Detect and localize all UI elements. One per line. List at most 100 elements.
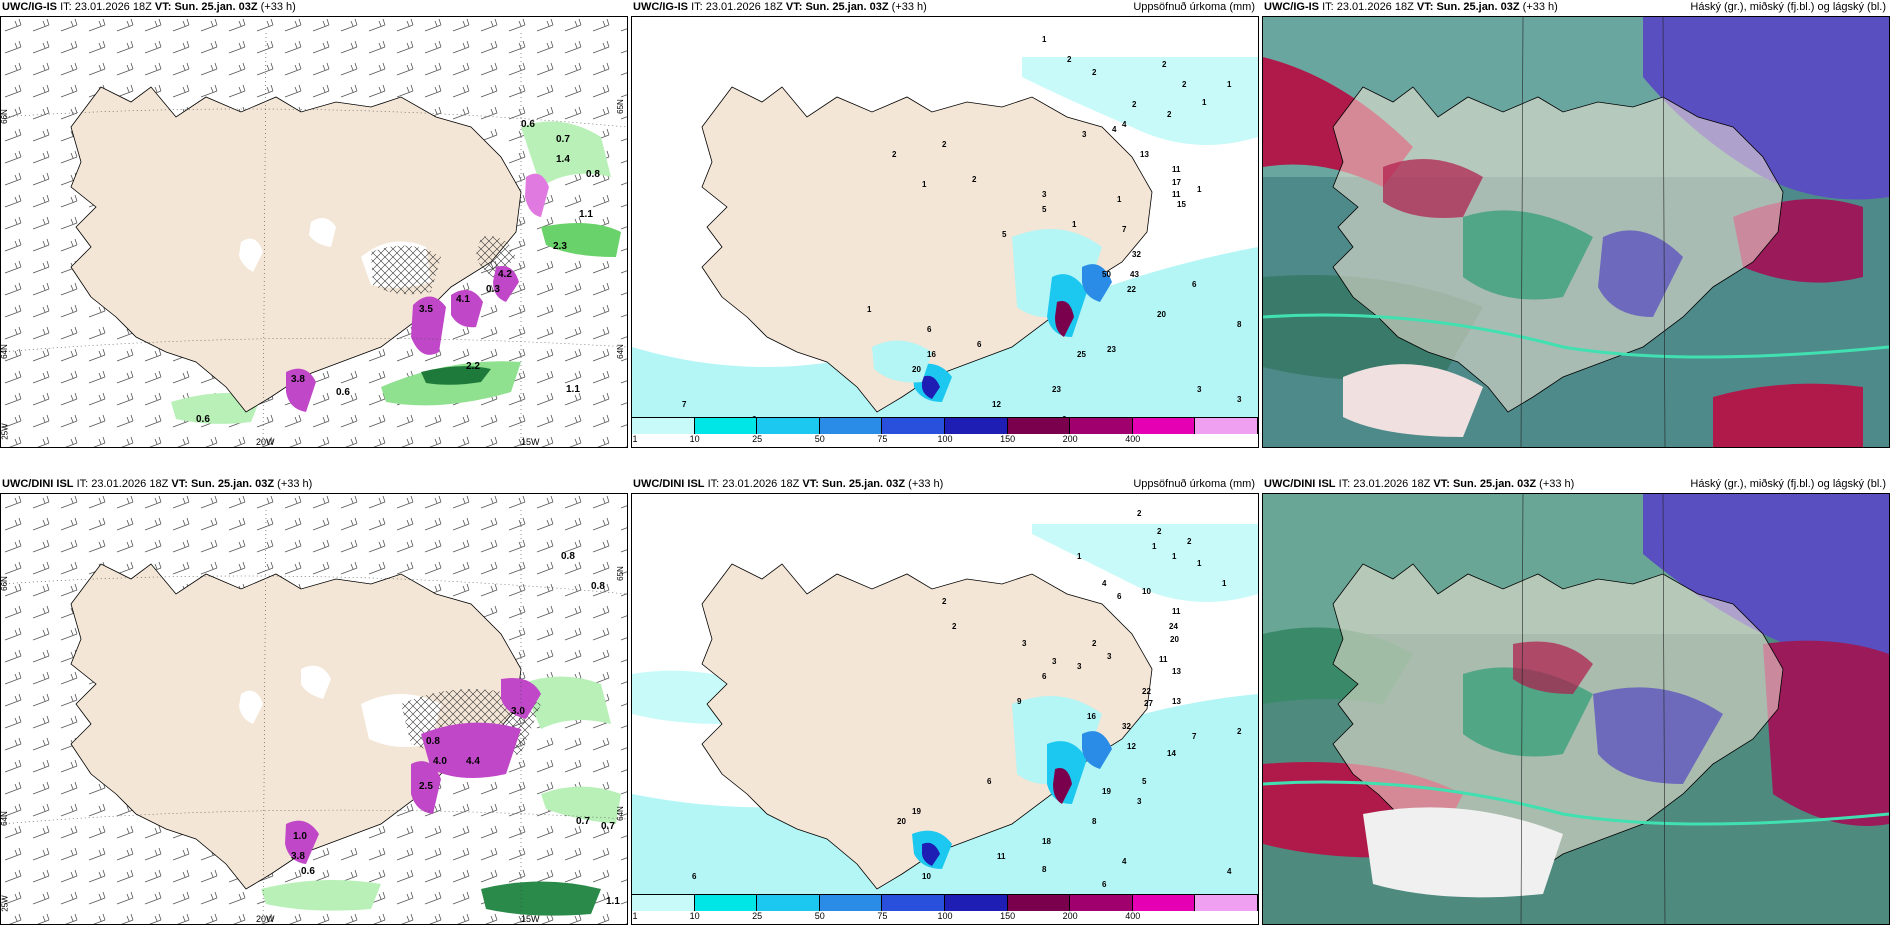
svg-text:17: 17 — [1172, 178, 1181, 187]
svg-text:16: 16 — [1087, 712, 1096, 721]
svg-text:20: 20 — [1157, 310, 1166, 319]
svg-text:11: 11 — [1172, 607, 1181, 616]
panel-accum-precip-dini: UWC/DINI ISL IT: 23.01.2026 18Z VT: Sun.… — [631, 477, 1259, 925]
panel-clouds-dini: UWC/DINI ISL IT: 23.01.2026 18Z VT: Sun.… — [1262, 477, 1890, 925]
colorbar-swatch — [882, 895, 945, 911]
colorbar-swatch — [757, 418, 820, 434]
svg-text:7: 7 — [682, 400, 687, 409]
svg-text:13: 13 — [1140, 150, 1149, 159]
svg-text:1.1: 1.1 — [566, 384, 580, 395]
precip-map: 2 2 2 1 1 1 1 1 4 6 10 11 24 20 13 11 2 … — [632, 494, 1258, 924]
svg-text:7: 7 — [1192, 732, 1197, 741]
lat-label: 64N — [0, 811, 9, 826]
svg-text:23: 23 — [1052, 385, 1061, 394]
lat-label: 65N — [615, 99, 625, 114]
svg-text:1: 1 — [1117, 195, 1122, 204]
svg-text:1.4: 1.4 — [556, 154, 570, 165]
panel-right-title: Háský (gr.), miðský (fj.bl.) og lágský (… — [1690, 478, 1886, 490]
svg-text:1: 1 — [1197, 185, 1202, 194]
svg-text:27: 27 — [1144, 699, 1153, 708]
wind-map: 0.6 0.7 0.8 1.1 1.4 2.3 2.2 1.1 0.6 0.6 … — [1, 17, 627, 447]
svg-text:25: 25 — [1077, 350, 1086, 359]
svg-text:43: 43 — [1130, 270, 1139, 279]
svg-text:2: 2 — [1132, 100, 1137, 109]
svg-text:3: 3 — [1052, 657, 1057, 666]
colorbar-swatch — [632, 895, 695, 911]
precip-colorbar: 1 10 25 50 75 100 150 200 400 — [632, 894, 1258, 924]
svg-text:4: 4 — [1227, 867, 1232, 876]
svg-text:2: 2 — [1092, 639, 1097, 648]
svg-text:15: 15 — [1177, 200, 1186, 209]
svg-text:2: 2 — [1157, 527, 1162, 536]
colorbar-tick-label: 400 — [1125, 434, 1141, 444]
svg-text:16: 16 — [927, 350, 936, 359]
panel-title: UWC/IG-IS IT: 23.01.2026 18Z VT: Sun. 25… — [2, 1, 296, 13]
svg-text:1: 1 — [867, 305, 872, 314]
panel-title: UWC/DINI ISL IT: 23.01.2026 18Z VT: Sun.… — [1264, 478, 1575, 490]
panel-accum-precip-igis: UWC/IG-IS IT: 23.01.2026 18Z VT: Sun. 25… — [631, 0, 1259, 448]
colorbar-swatches — [632, 894, 1258, 911]
svg-text:3: 3 — [1197, 385, 1202, 394]
cloud-map — [1263, 17, 1889, 447]
colorbar-swatch — [1195, 895, 1258, 911]
svg-text:14: 14 — [1167, 749, 1176, 758]
lat-label: 66N — [0, 576, 9, 591]
colorbar-swatch — [944, 895, 1008, 911]
svg-text:10: 10 — [922, 872, 931, 881]
svg-text:1.1: 1.1 — [579, 209, 593, 220]
colorbar-swatch — [694, 418, 758, 434]
svg-text:5: 5 — [1002, 230, 1007, 239]
svg-text:8: 8 — [1092, 817, 1097, 826]
svg-text:1: 1 — [1077, 552, 1082, 561]
svg-text:1: 1 — [922, 180, 927, 189]
svg-text:1: 1 — [1152, 542, 1157, 551]
svg-text:18: 18 — [1042, 837, 1051, 846]
panel-title: UWC/IG-IS IT: 23.01.2026 18Z VT: Sun. 25… — [633, 1, 927, 13]
colorbar-tick-label: 400 — [1125, 911, 1141, 921]
svg-text:4: 4 — [1102, 579, 1107, 588]
svg-text:2: 2 — [1092, 68, 1097, 77]
svg-text:20: 20 — [912, 365, 921, 374]
colorbar-swatch — [1132, 895, 1196, 911]
svg-text:4: 4 — [1122, 120, 1127, 129]
svg-text:0.6: 0.6 — [301, 866, 315, 877]
svg-text:3: 3 — [1237, 395, 1242, 404]
svg-text:3.0: 3.0 — [511, 706, 525, 717]
lon-label: 15W — [521, 437, 540, 447]
svg-text:0.7: 0.7 — [601, 821, 615, 832]
colorbar-tick-label: 200 — [1062, 911, 1078, 921]
svg-text:2: 2 — [942, 140, 947, 149]
svg-text:6: 6 — [977, 340, 982, 349]
svg-text:32: 32 — [1132, 250, 1141, 259]
svg-text:22: 22 — [1142, 687, 1151, 696]
colorbar-tick-label: 1 — [632, 434, 638, 444]
svg-text:3.8: 3.8 — [291, 851, 305, 862]
svg-text:4: 4 — [1122, 857, 1127, 866]
svg-text:11: 11 — [1172, 165, 1181, 174]
svg-text:8: 8 — [1042, 865, 1047, 874]
colorbar-tick-label: 75 — [877, 434, 888, 444]
svg-text:0.6: 0.6 — [336, 387, 350, 398]
colorbar-tick-label: 50 — [814, 434, 825, 444]
svg-text:2: 2 — [1182, 80, 1187, 89]
colorbar-swatch — [1007, 418, 1071, 434]
svg-text:3.5: 3.5 — [419, 304, 433, 315]
map-frame: 1 2 2 2 2 1 1 2 2 3 4 13 11 17 11 15 2 5… — [631, 16, 1259, 448]
cloud-map — [1263, 494, 1889, 924]
svg-text:22: 22 — [1127, 285, 1136, 294]
colorbar-tick-label: 100 — [937, 434, 953, 444]
svg-text:6: 6 — [692, 872, 697, 881]
colorbar-swatch — [694, 895, 758, 911]
wind-map: 0.8 0.8 0.7 0.7 1.1 4.4 4.0 3.0 2.5 0.8 … — [1, 494, 627, 924]
svg-text:4.2: 4.2 — [498, 269, 512, 280]
svg-text:6: 6 — [1042, 672, 1047, 681]
svg-text:5: 5 — [1142, 777, 1147, 786]
colorbar-tick-label: 200 — [1062, 434, 1078, 444]
svg-text:4: 4 — [1112, 125, 1117, 134]
svg-text:23: 23 — [1107, 345, 1116, 354]
colorbar-swatch — [1070, 418, 1133, 434]
colorbar-tick-label: 100 — [937, 911, 953, 921]
svg-text:3: 3 — [1042, 190, 1047, 199]
lat-label: 25W — [0, 895, 10, 912]
colorbar-swatch — [1070, 895, 1133, 911]
